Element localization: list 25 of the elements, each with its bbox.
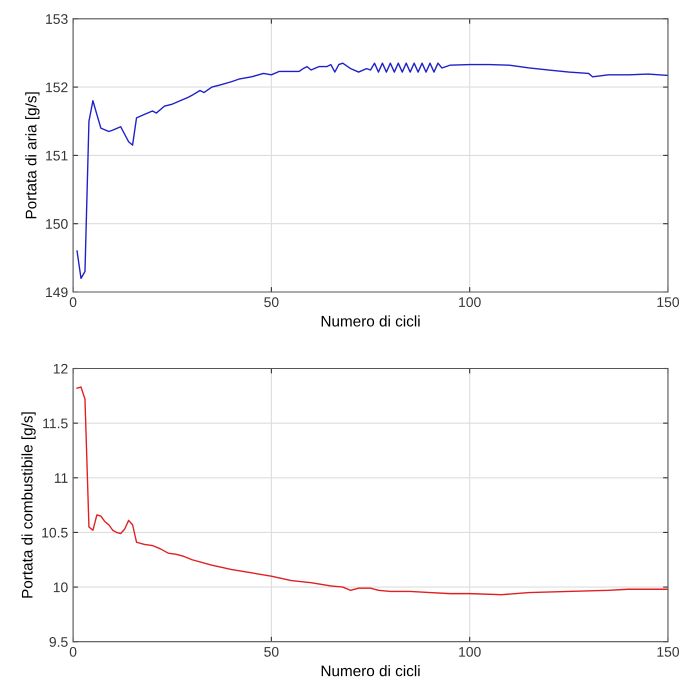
x-tick-label: 50	[264, 646, 279, 657]
y-tick-label: 149	[46, 287, 68, 298]
x-tick-label: 100	[459, 297, 481, 308]
y-tick-label: 11.5	[43, 418, 68, 428]
x-axis-title: Numero di cicli	[322, 665, 420, 676]
x-tick-label: 0	[70, 646, 76, 657]
line-series	[76, 62, 668, 280]
x-tick-label: 0	[70, 297, 76, 308]
x-axis-title: Numero di cicli	[322, 315, 420, 327]
y-tick-label: 11	[54, 473, 68, 483]
y-tick-label: 10	[54, 582, 68, 592]
x-tick-label: 150	[657, 646, 680, 657]
y-tick-label: 151	[46, 150, 68, 161]
y-tick-label: 152	[46, 82, 68, 92]
y-axis-title: Portata di aria [g/s]	[25, 92, 40, 218]
x-tick-label: 50	[264, 297, 279, 308]
y-tick-label: 9.5	[50, 637, 68, 647]
x-tick-label: 100	[459, 646, 481, 657]
y-tick-label: 153	[46, 14, 68, 24]
y-tick-label: 10.5	[42, 528, 68, 538]
line-series	[76, 386, 668, 596]
y-tick-label: 12	[54, 364, 68, 374]
y-axis-title: Portata di combustibile [g/s]	[21, 412, 36, 598]
x-tick-label: 150	[657, 297, 680, 308]
y-tick-label: 150	[46, 219, 68, 229]
